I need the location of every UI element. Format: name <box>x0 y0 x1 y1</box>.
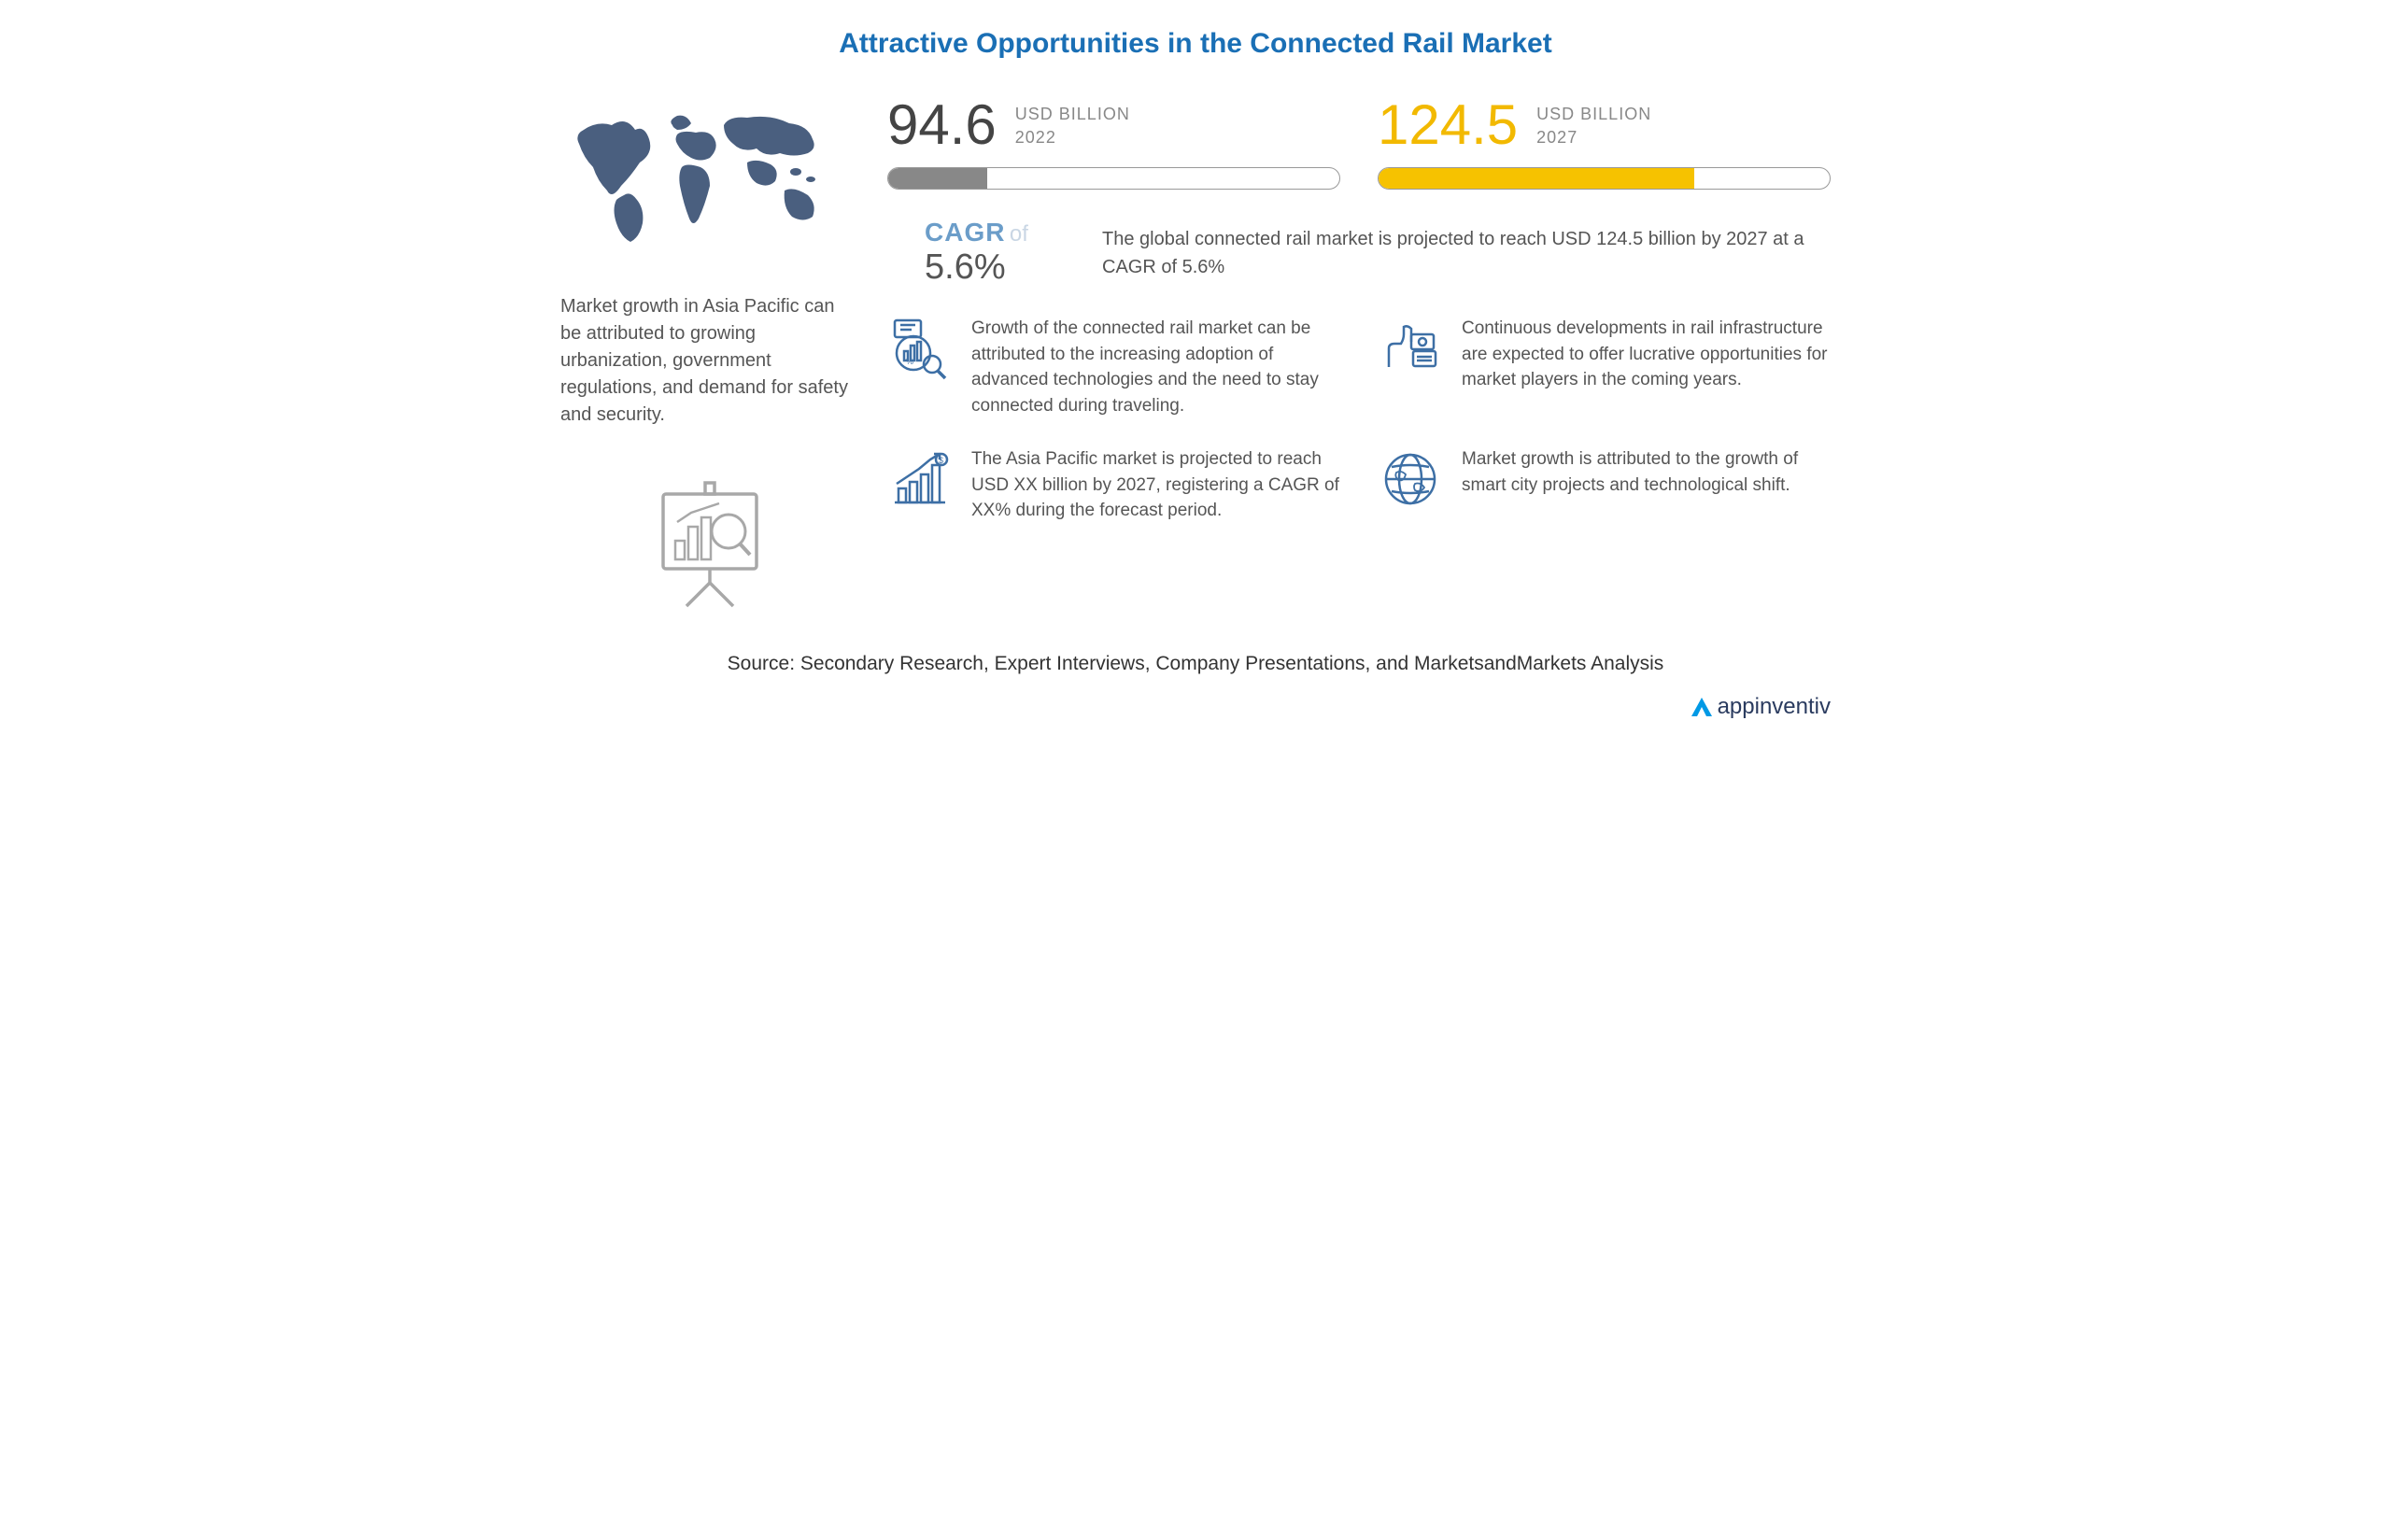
cagr-label: CAGR <box>925 218 1005 247</box>
world-map-icon <box>560 97 841 265</box>
point-4-text: Market growth is attributed to the growt… <box>1462 446 1831 498</box>
left-column: Market growth in Asia Pacific can be att… <box>560 97 859 615</box>
metrics-row: 94.6 USD BILLION 2022 124.5 USD BILLION … <box>887 97 1831 190</box>
cagr-value: 5.6% <box>925 247 1074 288</box>
point-1-text: Growth of the connected rail market can … <box>971 316 1340 418</box>
point-3: $ The Asia Pacific market is projected t… <box>887 446 1340 524</box>
logo-icon <box>1690 696 1714 720</box>
growth-chart-icon: $ <box>887 446 953 512</box>
metric-2027-year: 2027 <box>1536 126 1651 149</box>
presentation-chart-icon <box>640 475 780 615</box>
analytics-icon: % <box>887 316 953 381</box>
point-2: Continuous developments in rail infrastr… <box>1378 316 1831 418</box>
metric-2027-value: 124.5 <box>1378 97 1518 153</box>
cagr-description: The global connected rail market is proj… <box>1102 225 1831 281</box>
point-4: Market growth is attributed to the growt… <box>1378 446 1831 524</box>
globe-icon <box>1378 446 1443 512</box>
logo-text: appinventiv <box>1718 694 1831 719</box>
point-2-text: Continuous developments in rail infrastr… <box>1462 316 1831 393</box>
right-column: 94.6 USD BILLION 2022 124.5 USD BILLION … <box>887 97 1831 615</box>
metric-2027: 124.5 USD BILLION 2027 <box>1378 97 1831 190</box>
source-text: Source: Secondary Research, Expert Inter… <box>560 653 1831 675</box>
metric-2022-value: 94.6 <box>887 97 997 153</box>
content-grid: Market growth in Asia Pacific can be att… <box>560 97 1831 615</box>
metric-2022-year: 2022 <box>1015 126 1130 149</box>
brand-logo: appinventiv <box>560 694 1831 720</box>
metric-2022: 94.6 USD BILLION 2022 <box>887 97 1340 190</box>
cagr-row: CAGR of 5.6% The global connected rail m… <box>887 218 1831 288</box>
metric-2022-bar <box>887 167 1340 190</box>
points-grid: % Growth of the connected rail market ca… <box>887 316 1831 524</box>
metric-2027-bar-fill <box>1379 168 1694 189</box>
metric-2022-unit: USD BILLION <box>1015 103 1130 126</box>
point-1: % Growth of the connected rail market ca… <box>887 316 1340 418</box>
point-3-text: The Asia Pacific market is projected to … <box>971 446 1340 524</box>
metric-2022-bar-fill <box>888 168 987 189</box>
investment-icon <box>1378 316 1443 381</box>
cagr-label-suffix: of <box>1010 221 1028 247</box>
svg-text:%: % <box>906 357 913 366</box>
cagr-block: CAGR of 5.6% <box>887 218 1074 288</box>
page-title: Attractive Opportunities in the Connecte… <box>560 28 1831 60</box>
svg-text:$: $ <box>939 456 943 465</box>
left-column-text: Market growth in Asia Pacific can be att… <box>560 293 859 429</box>
metric-2027-unit: USD BILLION <box>1536 103 1651 126</box>
metric-2027-bar <box>1378 167 1831 190</box>
